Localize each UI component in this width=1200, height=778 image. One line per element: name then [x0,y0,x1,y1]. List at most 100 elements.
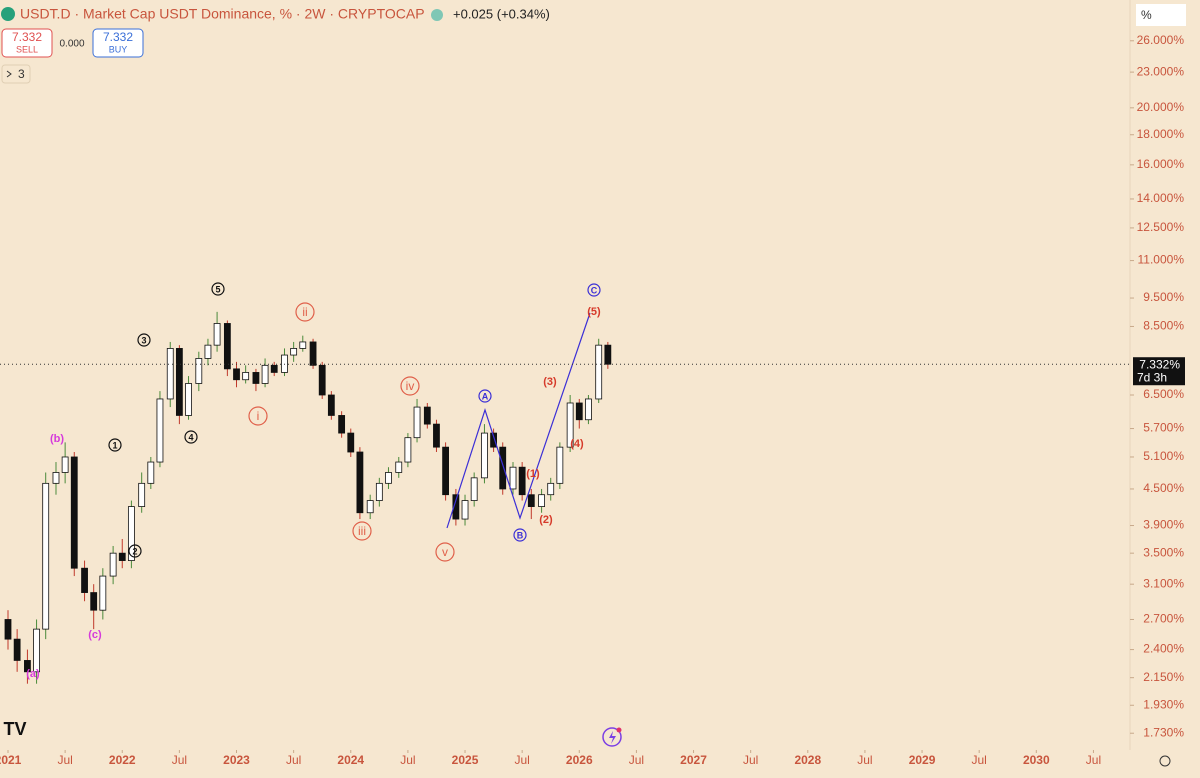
wave-label: iv [406,379,415,393]
candle-body [156,398,164,463]
candle-body [604,344,612,365]
wave-line [446,312,591,529]
wave-label: 2 [132,546,137,556]
candle-body [24,660,31,673]
badge [616,727,622,733]
indicators-toggle[interactable] [1,64,31,84]
candle-body [423,406,431,425]
x-tick-label: 2030 [1023,753,1050,767]
last-price-box [1133,357,1185,386]
wave-label: (b) [50,433,64,445]
y-tick-label: 16.000% [1137,157,1185,171]
candle-body [509,466,517,490]
buy-button[interactable] [92,28,144,58]
settings-icon[interactable] [1159,755,1171,767]
x-tick-label: 2023 [223,753,250,767]
y-tick-label: 2.150% [1143,670,1184,684]
wave-label: 5 [215,284,220,294]
x-tick-label: 2021 [0,753,22,767]
candle-body [138,482,146,507]
candle-body [395,461,403,473]
candle-body [233,368,240,381]
wave-label: ii [302,305,307,319]
x-tick-label: Jul [400,753,415,767]
candle-body [185,383,192,416]
sell-button[interactable] [1,28,53,58]
candle-body [318,364,326,396]
wave-label: A [482,391,489,401]
candle-body [261,364,269,384]
candle-body [538,494,545,507]
wave-label: (4) [570,438,584,450]
y-tick-label: 14.000% [1137,191,1185,205]
candle-body [585,398,592,421]
wave-label: (c) [88,629,102,641]
wave-label: (a) [26,668,40,680]
x-tick-label: Jul [286,753,301,767]
candle-body [575,402,583,421]
scale-mode[interactable] [1136,4,1186,26]
chevron [6,70,12,78]
y-tick-label: 5.700% [1143,421,1184,435]
y-tick-label: 6.500% [1143,387,1184,401]
x-tick-label: Jul [743,753,758,767]
y-tick-label: 5.100% [1143,449,1184,463]
candle-body [52,472,60,484]
candle-body [13,638,21,661]
candle-body [527,494,535,507]
wave-label: v [442,545,448,559]
candle-body [195,358,203,384]
candle-body [490,432,497,448]
y-tick-label: 4.500% [1143,481,1184,495]
wave-label: C [591,285,598,295]
candle-body [327,394,335,416]
candle-body [385,472,392,484]
x-tick-label: Jul [172,753,187,767]
candle-body [461,500,469,520]
wave-circle [248,406,268,426]
y-tick-label: 3.900% [1143,518,1184,532]
x-tick-label: 2026 [566,753,593,767]
candle-body [4,619,12,640]
x-tick-label: Jul [629,753,644,767]
change: +0.025 (+0.34%) [453,6,550,21]
logo: TV [3,719,26,739]
wave-circle [513,528,527,542]
alert-icon[interactable] [602,727,622,747]
wave-circle [400,376,420,396]
candle-body [109,552,117,577]
candle-body [452,494,460,520]
candle-body [566,402,574,448]
status-dot [431,9,443,21]
candle-body [166,348,174,400]
candle-body [366,500,374,514]
y-tick-label: 23.000% [1137,64,1185,78]
wave-circle [211,282,225,296]
candle-body [90,592,98,611]
x-tick-label: Jul [857,753,872,767]
candle-body [175,348,183,416]
wave-circle [435,542,455,562]
bolt [609,731,616,744]
wave-label: iii [358,524,366,538]
buy-label: BUY [109,44,128,54]
candle-body [99,575,107,611]
wave-circle [184,430,198,444]
wave-circle [295,302,315,322]
candle-body [147,461,155,484]
wave-label: i [257,409,260,423]
candle-body [499,446,507,490]
y-tick-label: 18.000% [1137,127,1185,141]
candle-body [213,323,221,346]
candle-body [242,372,250,381]
candle-body [547,482,555,496]
wave-label: (5) [587,306,601,318]
wave-label: (2) [539,514,553,526]
x-tick-label: 2025 [452,753,479,767]
chart-title: USDT.D · Market Cap USDT Dominance, % · … [20,6,425,22]
x-tick-label: Jul [1086,753,1101,767]
y-tick-label: 2.400% [1143,642,1184,656]
candle-body [118,552,126,561]
